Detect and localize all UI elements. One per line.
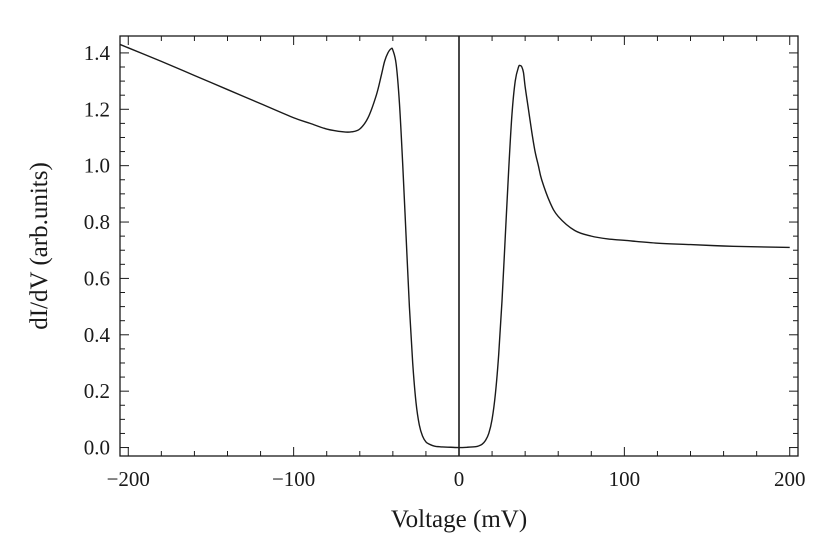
y-tick-label: 0.4: [84, 323, 111, 347]
y-axis-title: dI/dV (arb.units): [26, 162, 53, 330]
y-tick-label: 0.8: [84, 210, 110, 234]
y-tick-label: 0.6: [84, 266, 110, 290]
x-axis-title: Voltage (mV): [391, 506, 527, 533]
x-tick-label: 200: [774, 467, 806, 491]
x-tick-label: −200: [107, 467, 150, 491]
y-tick-label: 1.4: [84, 41, 111, 65]
series-line: [119, 43, 790, 449]
y-tick-label: 1.0: [84, 154, 110, 178]
x-tick-label: 100: [609, 467, 641, 491]
y-tick-label: 1.2: [84, 97, 110, 121]
x-tick-label: 0: [454, 467, 465, 491]
y-tick-label: 0.2: [84, 379, 110, 403]
x-tick-label: −100: [272, 467, 315, 491]
y-tick-label: 0.0: [84, 436, 110, 460]
tick-labels-layer: −200 −100 0 100 200 0.0 0.2 0.4 0.6 0.8 1.0 1.2 1.4: [84, 41, 806, 491]
